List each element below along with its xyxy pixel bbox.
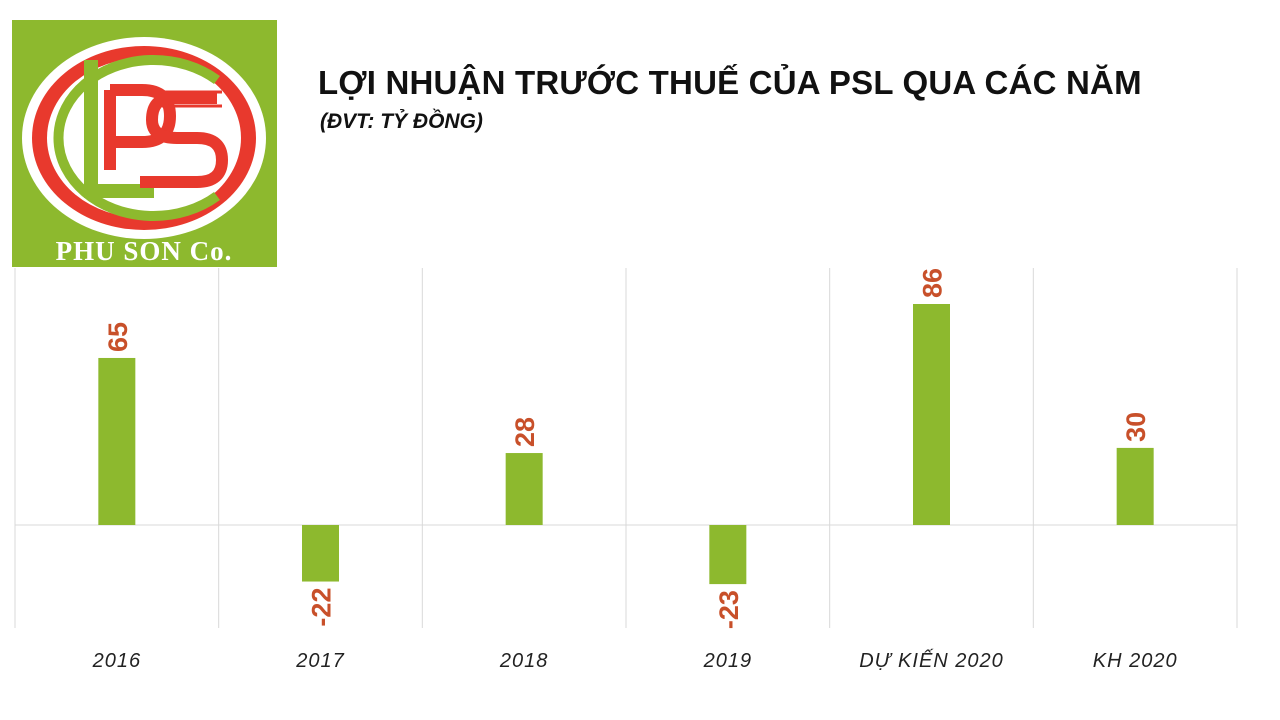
- data-label: -22: [307, 588, 337, 627]
- bar: [709, 525, 747, 585]
- data-label: 30: [1121, 412, 1151, 442]
- category-label: 2018: [499, 650, 549, 672]
- category-label: 2017: [295, 650, 345, 672]
- grid: [14, 268, 1238, 628]
- category-label: 2016: [92, 650, 142, 672]
- bars: [98, 304, 1154, 585]
- logo-l-foot: [84, 184, 154, 198]
- chart-title: LỢI NHUẬN TRƯỚC THUẾ CỦA PSL QUA CÁC NĂM: [318, 64, 1142, 101]
- data-label: 86: [918, 268, 948, 298]
- bar: [1116, 447, 1154, 525]
- data-label: 28: [510, 417, 540, 447]
- labels: 65 2016 -22 2017 28 2018 -23 2019 86 DỰ KIẾN 2020…: [92, 268, 1178, 672]
- logo-p-letter: [104, 84, 177, 170]
- data-label: -23: [714, 590, 744, 629]
- logo-c-shape: [53, 55, 220, 221]
- category-label: 2019: [703, 650, 753, 672]
- data-label: 65: [103, 322, 133, 352]
- logo-s-letter: [140, 92, 229, 188]
- phu-son-logo: PHU SON Co.: [12, 20, 277, 267]
- bar: [913, 304, 950, 525]
- category-label: KH 2020: [1093, 650, 1178, 672]
- logo-text: PHU SON Co.: [56, 236, 233, 266]
- bar: [98, 357, 136, 525]
- logo-l-stem: [84, 60, 98, 198]
- category-label: DỰ KIẾN 2020: [859, 648, 1004, 672]
- bar: [505, 453, 543, 525]
- chart-subtitle: (ĐVT: TỶ ĐỒNG): [320, 110, 483, 133]
- bar: [302, 525, 339, 582]
